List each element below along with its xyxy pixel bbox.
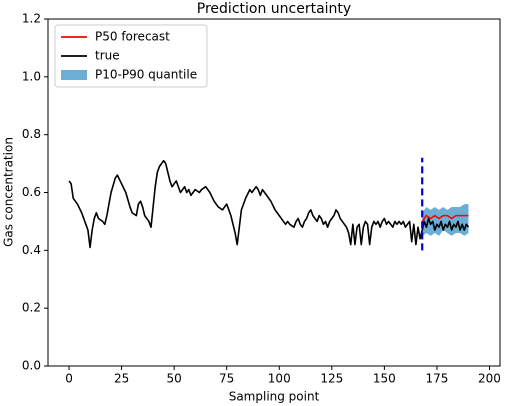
series-line	[421, 214, 469, 222]
x-tick-label: 75	[219, 372, 234, 386]
x-tick-label: 125	[320, 372, 343, 386]
y-tick-label: 0.8	[22, 127, 41, 141]
legend-label: P10-P90 quantile	[95, 68, 197, 82]
chart-title: Prediction uncertainty	[197, 1, 351, 17]
series-line	[68, 159, 470, 249]
x-tick-label: 200	[478, 372, 501, 386]
y-tick-label: 0.6	[22, 185, 41, 199]
x-axis-label: Sampling point	[229, 390, 320, 404]
x-tick-label: 50	[166, 372, 181, 386]
y-tick-label: 1.2	[22, 12, 41, 26]
x-tick-label: 0	[65, 372, 73, 386]
legend-label: P50 forecast	[95, 30, 170, 44]
y-tick-label: 1.0	[22, 69, 41, 83]
y-tick-label: 0.2	[22, 301, 41, 315]
legend-box	[54, 24, 208, 88]
legend-label: true	[95, 49, 120, 63]
y-axis-label: Gas concentration	[2, 137, 16, 247]
legend-swatch	[61, 70, 87, 80]
x-tick-label: 150	[373, 372, 396, 386]
x-tick-label: 100	[268, 372, 291, 386]
x-tick-label: 175	[425, 372, 448, 386]
y-tick-label: 0.0	[22, 359, 41, 373]
y-tick-label: 0.4	[22, 243, 41, 257]
x-tick-label: 25	[114, 372, 129, 386]
